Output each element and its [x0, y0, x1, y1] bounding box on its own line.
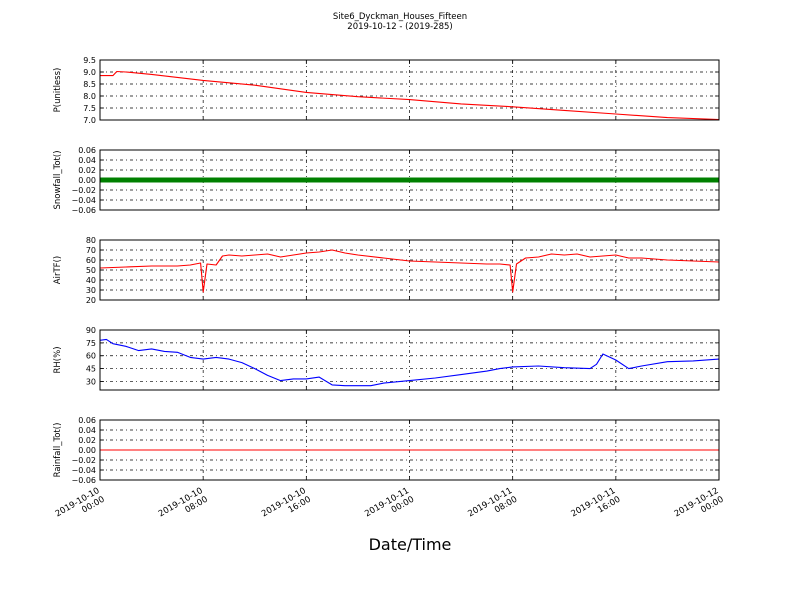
- y-tick-label: 0.04: [78, 426, 96, 435]
- x-tick-label: 2019-10-1108:00: [466, 486, 519, 528]
- chart-title-line1: Site6_Dyckman_Houses_Fifteen: [333, 12, 467, 22]
- y-tick-label: 7.0: [83, 116, 96, 125]
- y-tick-label: −0.06: [71, 476, 96, 485]
- y-tick-label: 0.00: [78, 446, 96, 455]
- y-tick-label: 70: [86, 246, 96, 255]
- chart-panels: 7.07.58.08.59.09.5P(unitless)−0.06−0.04−…: [53, 56, 726, 528]
- y-axis-label: AirTF(): [53, 256, 63, 284]
- chart-title-line2: 2019-10-12 - (2019-285): [347, 22, 452, 32]
- y-tick-label: 7.5: [83, 104, 96, 113]
- x-tick-label: 2019-10-1116:00: [570, 486, 623, 528]
- y-tick-label: 0.00: [78, 176, 96, 185]
- y-tick-label: 75: [86, 339, 96, 348]
- panel-frame: [99, 239, 720, 301]
- y-tick-label: 0.04: [78, 156, 96, 165]
- y-tick-label: 8.5: [83, 80, 96, 89]
- series-pressure: [100, 70, 720, 121]
- y-tick-label: −0.06: [71, 206, 96, 215]
- series-airtemp: [99, 249, 720, 293]
- y-tick-label: 0.02: [78, 166, 96, 175]
- x-tick-label: 2019-10-1016:00: [260, 486, 313, 528]
- y-tick-label: 0.02: [78, 436, 96, 445]
- y-tick-label: −0.04: [71, 466, 96, 475]
- panel-frame: [99, 329, 720, 391]
- y-axis-label: Rainfall_Tot(): [53, 423, 63, 478]
- y-axis-label: Snowfall_Tot(): [53, 150, 63, 209]
- y-tick-label: 8.0: [83, 92, 96, 101]
- y-tick-label: 9.5: [83, 56, 96, 65]
- panel-pressure: 7.0 7.5 8.0 8.5 9.0 9.5 P(unitless): [53, 56, 720, 125]
- panel-frame: [99, 59, 720, 121]
- series-rh: [99, 338, 720, 387]
- y-tick-label: 80: [86, 236, 96, 245]
- y-tick-label: 0.06: [78, 146, 96, 155]
- y-tick-label: 60: [86, 352, 96, 361]
- y-tick-label: 0.06: [78, 416, 96, 425]
- panel-frame: [99, 149, 720, 211]
- y-tick-label: 9.0: [83, 68, 96, 77]
- y-tick-label: −0.02: [71, 186, 96, 195]
- y-tick-label: 60: [86, 256, 96, 265]
- panel-frame: [99, 419, 720, 481]
- panel-rh: 30 45 60 75 90 RH(%): [53, 326, 720, 391]
- y-tick-label: 30: [86, 377, 96, 386]
- y-tick-label: −0.04: [71, 196, 96, 205]
- y-tick-label: 50: [86, 266, 96, 275]
- x-tick-label: 2019-10-1200:00: [673, 486, 726, 528]
- y-tick-label: 45: [86, 365, 96, 374]
- x-tick-label: 2019-10-1008:00: [157, 486, 210, 528]
- y-tick-label: 20: [86, 296, 96, 305]
- y-axis-label: RH(%): [53, 346, 63, 373]
- x-axis-ticks: 2019-10-1000:00 2019-10-1008:00 2019-10-10…: [54, 486, 726, 528]
- y-tick-label: −0.02: [71, 456, 96, 465]
- y-tick-label: 90: [86, 326, 96, 335]
- x-axis-label: Date/Time: [369, 535, 452, 554]
- y-tick-label: 40: [86, 276, 96, 285]
- panel-rainfall: −0.06−0.04−0.020.000.020.040.06 Rainfall_…: [53, 416, 720, 485]
- x-tick-label: 2019-10-1100:00: [363, 486, 416, 528]
- y-tick-label: 30: [86, 286, 96, 295]
- y-axis-label: P(unitless): [53, 68, 63, 113]
- panel-snowfall: −0.06−0.04−0.020.000.020.040.06 Snowfall_…: [53, 146, 720, 215]
- x-tick-label: 2019-10-1000:00: [54, 486, 107, 528]
